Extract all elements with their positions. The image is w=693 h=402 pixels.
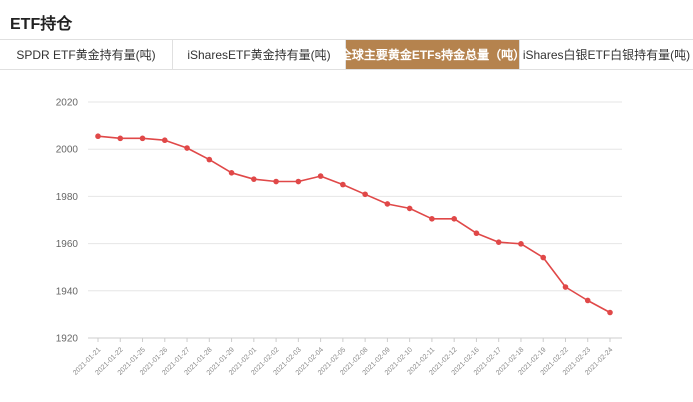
line-chart: 1920 1940 1960 1980 2000 2020 2021-01-212021-… xyxy=(56,98,622,377)
tab-bar: SPDR ETF黄金持有量(吨) iSharesETF黄金持有量(吨) 全球主要… xyxy=(0,39,693,70)
data-point[interactable] xyxy=(295,178,302,185)
data-point[interactable] xyxy=(473,230,480,237)
tab-ishares-silver[interactable]: iShares白银ETF白银持有量(吨) xyxy=(522,48,691,62)
y-tick-label: 2000 xyxy=(56,145,79,156)
data-point[interactable] xyxy=(406,205,413,212)
data-point[interactable] xyxy=(161,137,168,144)
data-point[interactable] xyxy=(540,254,547,261)
data-point[interactable] xyxy=(251,176,257,182)
data-point[interactable] xyxy=(317,173,324,179)
data-point[interactable] xyxy=(584,297,591,304)
data-point[interactable] xyxy=(184,145,190,151)
data-point[interactable] xyxy=(139,135,146,142)
data-point[interactable] xyxy=(206,156,213,163)
data-point[interactable] xyxy=(384,201,391,207)
tab-ishares-gold[interactable]: iSharesETF黄金持有量(吨) xyxy=(173,40,346,69)
data-point[interactable] xyxy=(273,178,279,185)
y-tick-label: 1960 xyxy=(56,239,79,250)
series-layer xyxy=(95,133,613,316)
y-tick-label: 2020 xyxy=(56,98,79,109)
data-point[interactable] xyxy=(362,191,368,198)
x-axis-ticks: 2021-01-212021-01-222021-01-252021-01-26… xyxy=(72,338,614,377)
data-point[interactable] xyxy=(518,241,524,247)
data-point[interactable] xyxy=(607,309,613,316)
y-axis-ticks: 1920 1940 1960 1980 2000 2020 xyxy=(56,98,79,345)
y-tick-label: 1940 xyxy=(56,286,79,297)
data-point[interactable] xyxy=(495,239,502,245)
grid-lines xyxy=(88,101,622,339)
series-line xyxy=(97,135,611,314)
y-tick-label: 1980 xyxy=(56,192,79,203)
page-title: ETF持仓 xyxy=(10,16,73,33)
y-tick-label: 1920 xyxy=(56,334,79,345)
data-point[interactable] xyxy=(562,284,569,290)
data-point[interactable] xyxy=(451,216,457,222)
data-point[interactable] xyxy=(429,216,435,222)
tab-global-gold-etfs[interactable]: 全球主要黄金ETFs持金总量（吨） xyxy=(340,40,525,69)
data-point[interactable] xyxy=(117,135,124,142)
data-point[interactable] xyxy=(340,181,346,188)
tab-spdr-gold[interactable]: SPDR ETF黄金持有量(吨) xyxy=(0,40,173,69)
data-point[interactable] xyxy=(228,170,235,176)
data-point[interactable] xyxy=(95,133,101,140)
